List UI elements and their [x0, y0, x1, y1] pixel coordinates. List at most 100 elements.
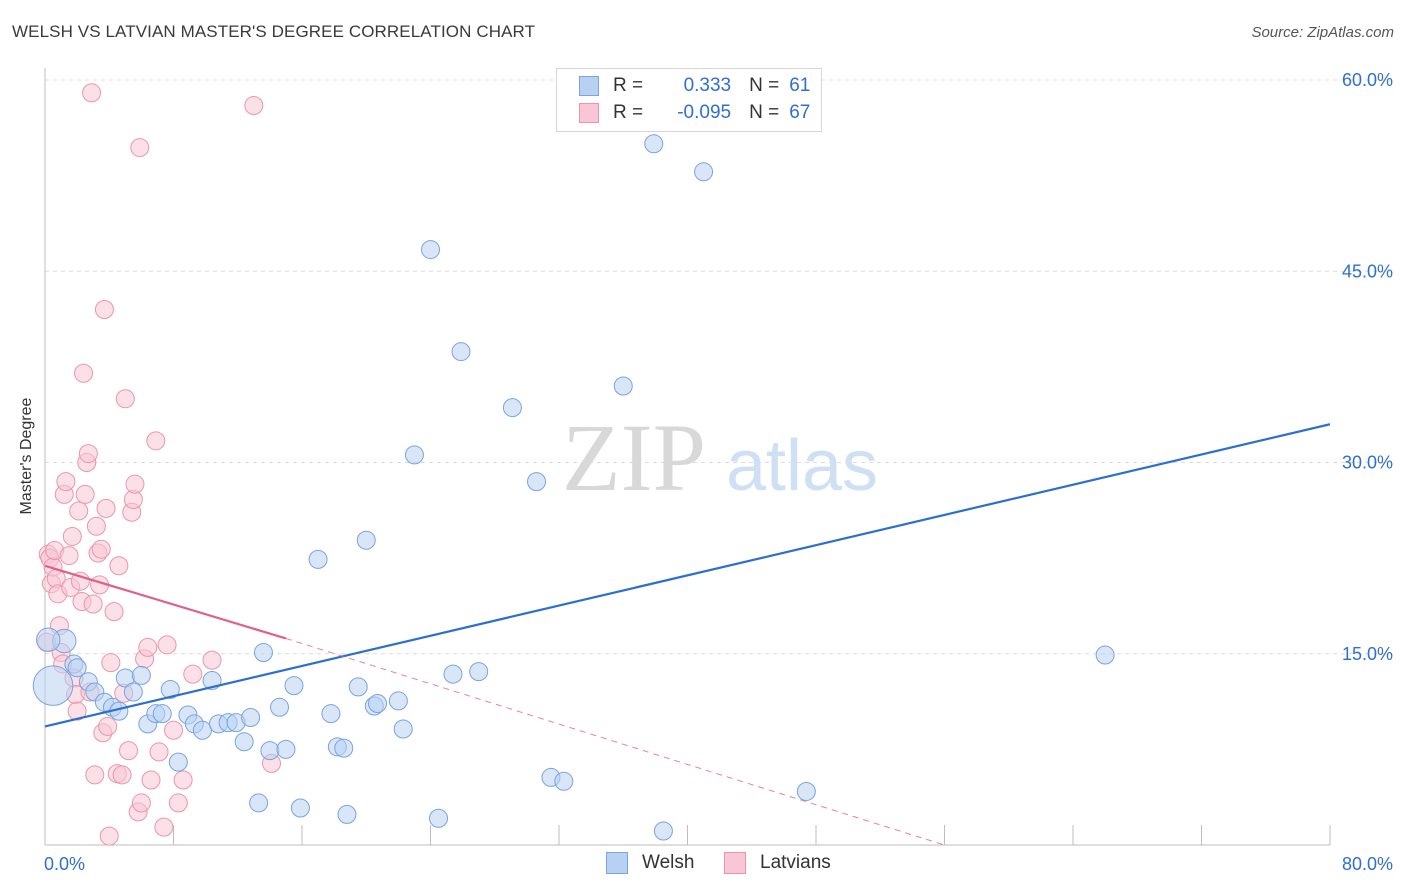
- welsh-point: [337, 804, 357, 824]
- welsh-point: [367, 693, 387, 713]
- latvian-point: [74, 363, 94, 383]
- legend-n-value-latvian: 67: [789, 102, 811, 123]
- legend-row-latvian: R = -0.095 N = 67: [579, 100, 810, 126]
- latvian-point: [101, 653, 121, 673]
- welsh-point: [290, 798, 310, 818]
- welsh-point: [192, 720, 212, 740]
- welsh-point: [694, 162, 714, 182]
- latvian-point: [78, 444, 98, 464]
- y-tick-label: 45.0%: [1342, 261, 1393, 281]
- welsh-point: [67, 658, 87, 678]
- welsh-point: [260, 741, 280, 761]
- legend-r-value-welsh: 0.333: [683, 75, 732, 96]
- welsh-point: [393, 719, 413, 739]
- bottom-legend: Welsh Latvians: [0, 852, 1406, 878]
- latvian-point: [56, 472, 76, 492]
- welsh-point: [527, 472, 547, 492]
- latvian-point: [83, 594, 103, 614]
- latvian-point: [59, 546, 79, 566]
- welsh-point: [653, 821, 673, 841]
- legend: R = 0.333 N = 61 R = -0.095 N = 67: [556, 68, 822, 132]
- welsh-point: [270, 697, 290, 717]
- bottom-legend-label-welsh: Welsh: [642, 852, 695, 873]
- welsh-point: [502, 398, 522, 418]
- legend-n-label: N =: [749, 102, 780, 123]
- welsh-trend-line: [44, 423, 1331, 728]
- welsh-point: [168, 752, 188, 772]
- welsh-point: [36, 627, 61, 652]
- latvian-point: [130, 138, 150, 158]
- welsh-point: [429, 808, 449, 828]
- latvian-point: [85, 765, 105, 785]
- welsh-point: [131, 665, 151, 685]
- welsh-point: [554, 771, 574, 791]
- welsh-point: [152, 704, 172, 724]
- latvian-trend-line: [44, 564, 287, 640]
- bottom-legend-swatch-welsh: [606, 852, 628, 874]
- bottom-legend-swatch-latvians: [724, 852, 746, 874]
- y-tick-label: 15.0%: [1342, 644, 1393, 664]
- welsh-point: [644, 134, 664, 154]
- legend-row-welsh: R = 0.333 N = 61: [579, 73, 810, 99]
- legend-r-value-latvian: -0.095: [677, 102, 732, 123]
- latvian-point: [164, 720, 183, 740]
- legend-r-label: R =: [613, 75, 644, 96]
- latvian-point: [119, 741, 139, 761]
- watermark: ZIP atlas: [562, 404, 878, 511]
- welsh-point: [404, 445, 424, 465]
- welsh-point: [234, 732, 254, 752]
- chart-title: WELSH VS LATVIAN MASTER'S DEGREE CORRELA…: [12, 22, 536, 41]
- welsh-point: [451, 342, 471, 362]
- welsh-point: [123, 682, 143, 702]
- axes: [44, 68, 1331, 846]
- latvian-point: [138, 637, 158, 657]
- legend-n-label: N =: [749, 75, 780, 96]
- latvian-point: [104, 602, 124, 622]
- latvian-point: [125, 474, 145, 494]
- welsh-point: [356, 530, 376, 550]
- latvian-point: [67, 701, 87, 721]
- welsh-point: [276, 739, 296, 759]
- latvian-trend-extension: [285, 637, 945, 846]
- latvian-point: [115, 389, 135, 409]
- trend-lines: [44, 423, 1331, 846]
- watermark-zip: ZIP: [562, 404, 706, 511]
- latvian-point: [82, 83, 102, 103]
- y-tick-label: 60.0%: [1342, 70, 1393, 90]
- welsh-point: [443, 664, 463, 684]
- watermark-atlas: atlas: [726, 426, 878, 506]
- legend-swatch-welsh: [579, 76, 599, 96]
- welsh-point: [308, 549, 328, 569]
- welsh-point: [469, 662, 489, 682]
- latvian-point: [244, 96, 264, 115]
- welsh-point: [1095, 645, 1115, 665]
- latvian-point: [94, 300, 114, 319]
- x-tick-label: 0.0%: [44, 854, 85, 874]
- latvian-point: [154, 817, 174, 837]
- latvian-point: [146, 431, 166, 451]
- legend-r-label: R =: [613, 102, 644, 123]
- latvian-point: [75, 484, 95, 504]
- latvian-point: [62, 526, 82, 546]
- welsh-point: [253, 642, 273, 662]
- welsh-point: [334, 738, 354, 758]
- tick-labels: 15.0% 30.0% 45.0% 60.0% 0.0% 80.0%: [44, 70, 1393, 874]
- source-label: Source: ZipAtlas.com: [1251, 24, 1394, 41]
- welsh-point: [348, 677, 368, 697]
- bottom-legend-welsh[interactable]: Welsh: [606, 852, 694, 874]
- legend-n-value-welsh: 61: [789, 75, 811, 96]
- latvian-point: [173, 770, 193, 790]
- bottom-legend-latvians[interactable]: Latvians: [724, 852, 831, 874]
- welsh-point: [32, 665, 74, 706]
- welsh-point: [241, 708, 261, 727]
- latvian-point: [96, 498, 116, 518]
- latvian-point: [86, 516, 106, 536]
- latvian-point: [131, 793, 151, 813]
- latvian-point: [109, 556, 129, 576]
- welsh-point: [421, 240, 440, 260]
- latvian-point: [112, 765, 132, 785]
- latvian-point: [70, 571, 90, 591]
- latvian-point: [91, 539, 111, 559]
- welsh-points: [32, 134, 1115, 841]
- latvian-point: [141, 770, 161, 790]
